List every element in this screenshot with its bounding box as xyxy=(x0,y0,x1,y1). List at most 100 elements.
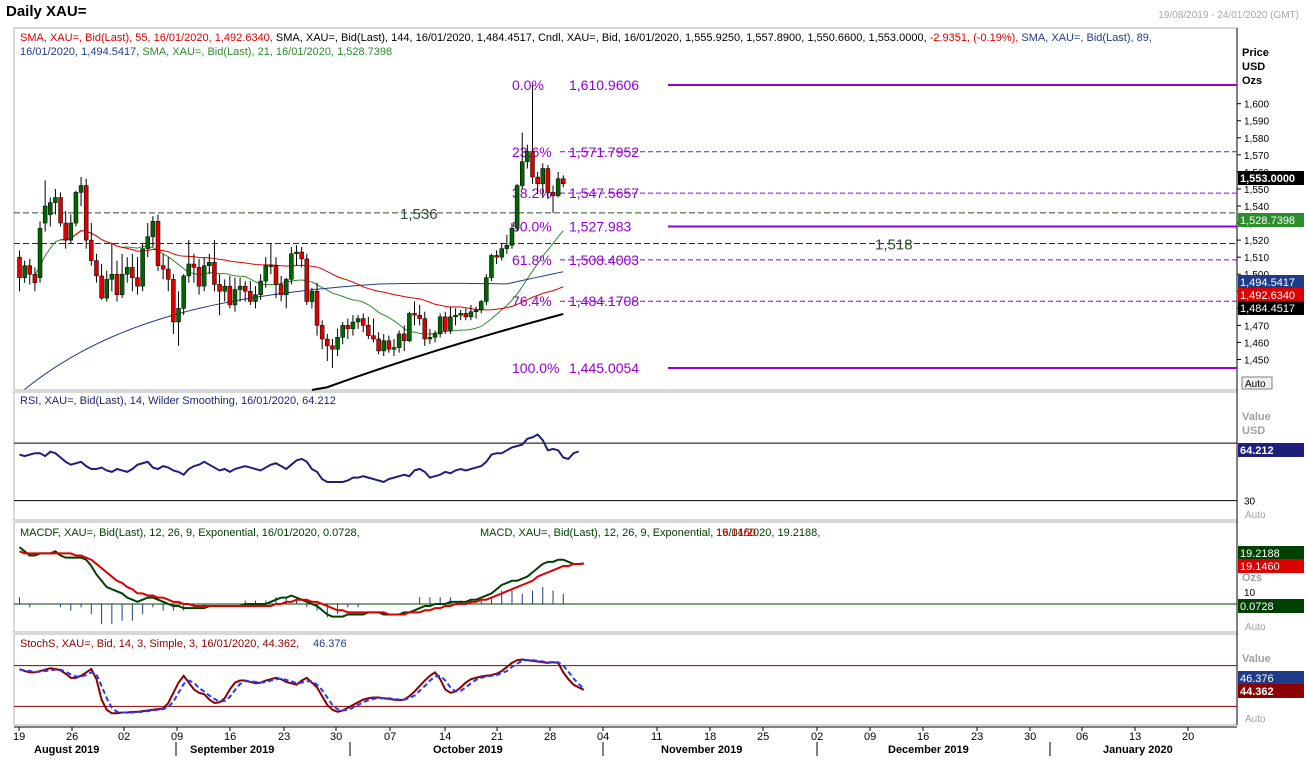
time-axis-day-label: 23 xyxy=(971,731,983,743)
candle-body xyxy=(171,279,176,323)
time-axis-day-label: 25 xyxy=(757,731,769,743)
time-axis-day-label: 07 xyxy=(384,731,396,743)
stoch-d-line xyxy=(19,659,585,714)
candle-body xyxy=(391,347,397,350)
candle-body xyxy=(355,318,361,323)
macdf-badge-bg xyxy=(1238,599,1304,613)
candle-body xyxy=(525,151,530,162)
stoch-k-header: StochS, XAU=, Bid, 14, 3, Simple, 3, 16/… xyxy=(20,638,299,650)
price-axis-title: USD xyxy=(1242,61,1265,73)
candle-body xyxy=(140,248,145,287)
time-axis-day-label: 30 xyxy=(1024,731,1036,743)
candle-body xyxy=(37,227,43,278)
candle-body xyxy=(119,273,125,295)
fib-level-value: 1,547.5657 xyxy=(569,185,639,201)
candle-body xyxy=(263,265,268,282)
candle-body xyxy=(217,284,222,292)
sma144-badge-bg xyxy=(1238,301,1304,315)
sma21-badge: 1,528.7398 xyxy=(1240,215,1295,227)
candle-body xyxy=(104,279,109,299)
price-axis-label: 1,580 xyxy=(1244,134,1269,145)
time-axis-day-label: 02 xyxy=(811,731,823,743)
candle-body xyxy=(268,265,274,267)
candle-body xyxy=(314,291,320,326)
rsi-badge-bg xyxy=(1238,443,1304,457)
candle-body xyxy=(325,338,330,347)
candle-body xyxy=(83,185,89,241)
time-axis-day-label: 02 xyxy=(118,731,130,743)
candle-body xyxy=(453,314,458,318)
candle-body xyxy=(360,318,366,326)
candle-body xyxy=(237,285,243,290)
date-range-label: 19/08/2019 - 24/01/2020 (GMT) xyxy=(1158,10,1299,21)
rsi-badge: 64.212 xyxy=(1240,445,1274,457)
macd-badge-bg xyxy=(1238,546,1304,560)
candle-body xyxy=(504,244,510,249)
candle-body xyxy=(94,260,99,277)
panel-frame xyxy=(13,521,1238,633)
time-axis-day-label: 04 xyxy=(597,731,609,743)
candle-body xyxy=(304,258,310,302)
candle-body xyxy=(166,268,171,280)
panel-frame xyxy=(13,633,1238,726)
time-axis-month-label: September 2019 xyxy=(190,744,274,756)
macd-auto-label: Auto xyxy=(1245,622,1266,633)
candle-body xyxy=(181,275,186,309)
candle-body xyxy=(458,313,463,316)
fib-level-percent: 50.0% xyxy=(512,219,552,235)
fib-level-percent: 76.4% xyxy=(512,293,552,309)
stoch-d-badge: 46.376 xyxy=(1240,673,1274,685)
candle-body xyxy=(68,222,74,241)
candle-body xyxy=(160,265,166,270)
candle-body xyxy=(227,285,233,306)
macdf-badge: 0.0728 xyxy=(1240,601,1274,613)
last-price-badge-bg xyxy=(1238,171,1304,185)
auto-scale-label: Auto xyxy=(1245,379,1266,390)
macd-signal-badge: 19.1460 xyxy=(1240,561,1280,573)
rsi-axis-label: 30 xyxy=(1244,497,1256,508)
candle-body xyxy=(555,178,561,197)
candle-body xyxy=(232,289,238,306)
candle-body xyxy=(545,168,551,193)
time-axis-day-label: 19 xyxy=(13,731,25,743)
candle-body xyxy=(396,333,402,348)
candle-body xyxy=(114,273,120,295)
time-axis-day-label: 26 xyxy=(66,731,78,743)
macdf-header: MACDF, XAU=, Bid(Last), 12, 26, 9, Expon… xyxy=(20,527,360,539)
macd-axis-title: Ozs xyxy=(1242,572,1262,584)
candle-body xyxy=(371,335,376,340)
candle-body xyxy=(550,192,556,197)
candle-body xyxy=(412,313,417,316)
time-axis-day-label: 11 xyxy=(651,731,662,743)
candle-body xyxy=(530,151,535,178)
candle-body xyxy=(319,325,325,340)
candle-body xyxy=(335,337,340,350)
candle-body xyxy=(212,262,217,285)
price-axis-title: Ozs xyxy=(1242,75,1262,87)
price-axis-title: Price xyxy=(1242,47,1269,59)
candle-body xyxy=(402,333,407,341)
candle-body xyxy=(207,262,212,266)
candle-body xyxy=(427,337,433,340)
candle-body xyxy=(350,321,356,330)
candle-body xyxy=(17,256,22,278)
candle-body xyxy=(422,318,428,340)
sma21-badge-bg xyxy=(1238,213,1304,227)
candle-body xyxy=(340,325,345,338)
candle-body xyxy=(58,197,63,224)
candle-body xyxy=(443,316,448,331)
rsi-header: RSI, XAU=, Bid(Last), 14, Wilder Smoothi… xyxy=(20,395,336,407)
candle-body xyxy=(196,267,202,287)
time-axis-day-label: 20 xyxy=(1182,731,1194,743)
fib-level-percent: 100.0% xyxy=(512,360,559,376)
panel-frame xyxy=(13,391,1238,521)
candle-body xyxy=(519,161,525,186)
candle-body xyxy=(284,279,289,295)
candle-body xyxy=(448,316,453,331)
candle-body xyxy=(109,273,115,280)
candle-body xyxy=(289,253,294,280)
price-axis-label: 1,540 xyxy=(1244,202,1269,213)
auto-scale-button[interactable] xyxy=(1241,376,1273,390)
sma144-badge: 1,484.4517 xyxy=(1240,303,1295,315)
